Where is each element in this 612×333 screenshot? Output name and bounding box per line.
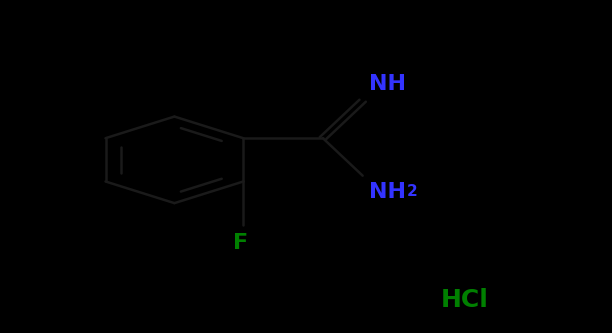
Text: NH: NH — [369, 74, 406, 94]
Text: HCl: HCl — [441, 288, 488, 312]
Text: F: F — [233, 233, 248, 253]
Text: 2: 2 — [407, 184, 417, 199]
Text: NH: NH — [369, 182, 406, 202]
